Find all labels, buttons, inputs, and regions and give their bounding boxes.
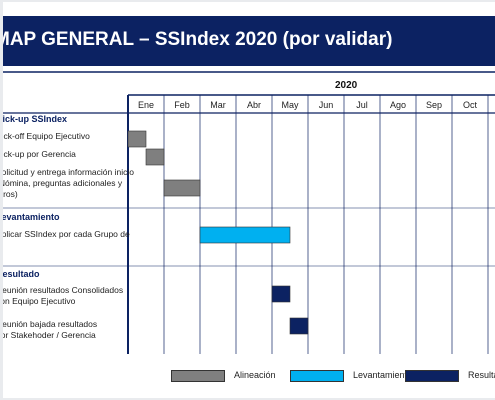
task-label-1-3: Solicitud y entrega información inicio: [3, 167, 134, 177]
month-label-mar: Mar: [210, 100, 226, 110]
month-label-jul: Jul: [356, 100, 368, 110]
task-label-1-2: Kick-up por Gerencia: [3, 149, 76, 159]
title-bar: MAP GENERAL – SSIndex 2020 (por validar): [3, 16, 495, 66]
task-label-3-1: Reunión resultados Consolidados: [3, 285, 123, 295]
task-label-1-3: (Nómina, preguntas adicionales y: [3, 178, 123, 188]
section-heading-1: Kick-up SSIndex: [3, 114, 67, 124]
slide-title: MAP GENERAL – SSIndex 2020 (por validar): [3, 29, 393, 50]
gantt-chart: 2020 Ene Feb Mar Abr May Jun Jul Ago Sep Oct Kick-u…: [3, 71, 495, 354]
legend-swatch-levantamiento: [290, 370, 344, 382]
month-label-ene: Ene: [138, 100, 154, 110]
year-label: 2020: [335, 80, 358, 91]
legend-swatch-alineacion: [171, 370, 225, 382]
legend-label-resultado: Resultados: [468, 370, 495, 380]
section-heading-2: Levantamiento: [3, 212, 60, 222]
month-label-sep: Sep: [426, 100, 442, 110]
task-label-3-2: por Stakehoder / Gerencia: [3, 330, 96, 340]
legend-label-levantamiento: Levantamiento: [353, 370, 413, 380]
task-label-1-3: otros): [3, 189, 18, 199]
section-heading-3: Resultado: [3, 269, 40, 279]
month-label-feb: Feb: [174, 100, 190, 110]
month-label-abr: Abr: [247, 100, 261, 110]
gantt-bar-resultado-3-1: [271, 285, 291, 303]
gantt-bar-alineacion-1-3: [163, 179, 201, 197]
gantt-bar-alineacion-1-1: [127, 130, 147, 148]
slide: MAP GENERAL – SSIndex 2020 (por validar)…: [3, 2, 495, 398]
month-label-ago: Ago: [390, 100, 406, 110]
gantt-bar-resultado-3-2: [289, 317, 309, 335]
legend-swatch-resultado: [405, 370, 459, 382]
gantt-bar-alineacion-1-2: [145, 148, 165, 166]
legend-label-alineacion: Alineación: [234, 370, 276, 380]
month-label-jun: Jun: [319, 100, 334, 110]
task-label-2-1: Aplicar SSIndex por cada Grupo de: [3, 229, 130, 239]
task-label-1-1: Kick-off Equipo Ejecutivo: [3, 131, 90, 141]
task-label-3-1: con Equipo Ejecutivo: [3, 296, 76, 306]
month-label-oct: Oct: [463, 100, 478, 110]
gantt-bar-levantamiento-2-1: [199, 226, 291, 244]
month-label-may: May: [281, 100, 299, 110]
task-label-3-2: Reunión bajada resultados: [3, 319, 97, 329]
